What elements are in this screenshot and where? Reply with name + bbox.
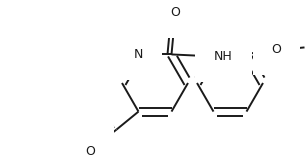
Text: N: N: [134, 48, 143, 61]
Text: O: O: [86, 145, 95, 155]
Text: O: O: [272, 43, 282, 56]
Text: NH: NH: [214, 50, 233, 63]
Text: O: O: [171, 6, 180, 19]
